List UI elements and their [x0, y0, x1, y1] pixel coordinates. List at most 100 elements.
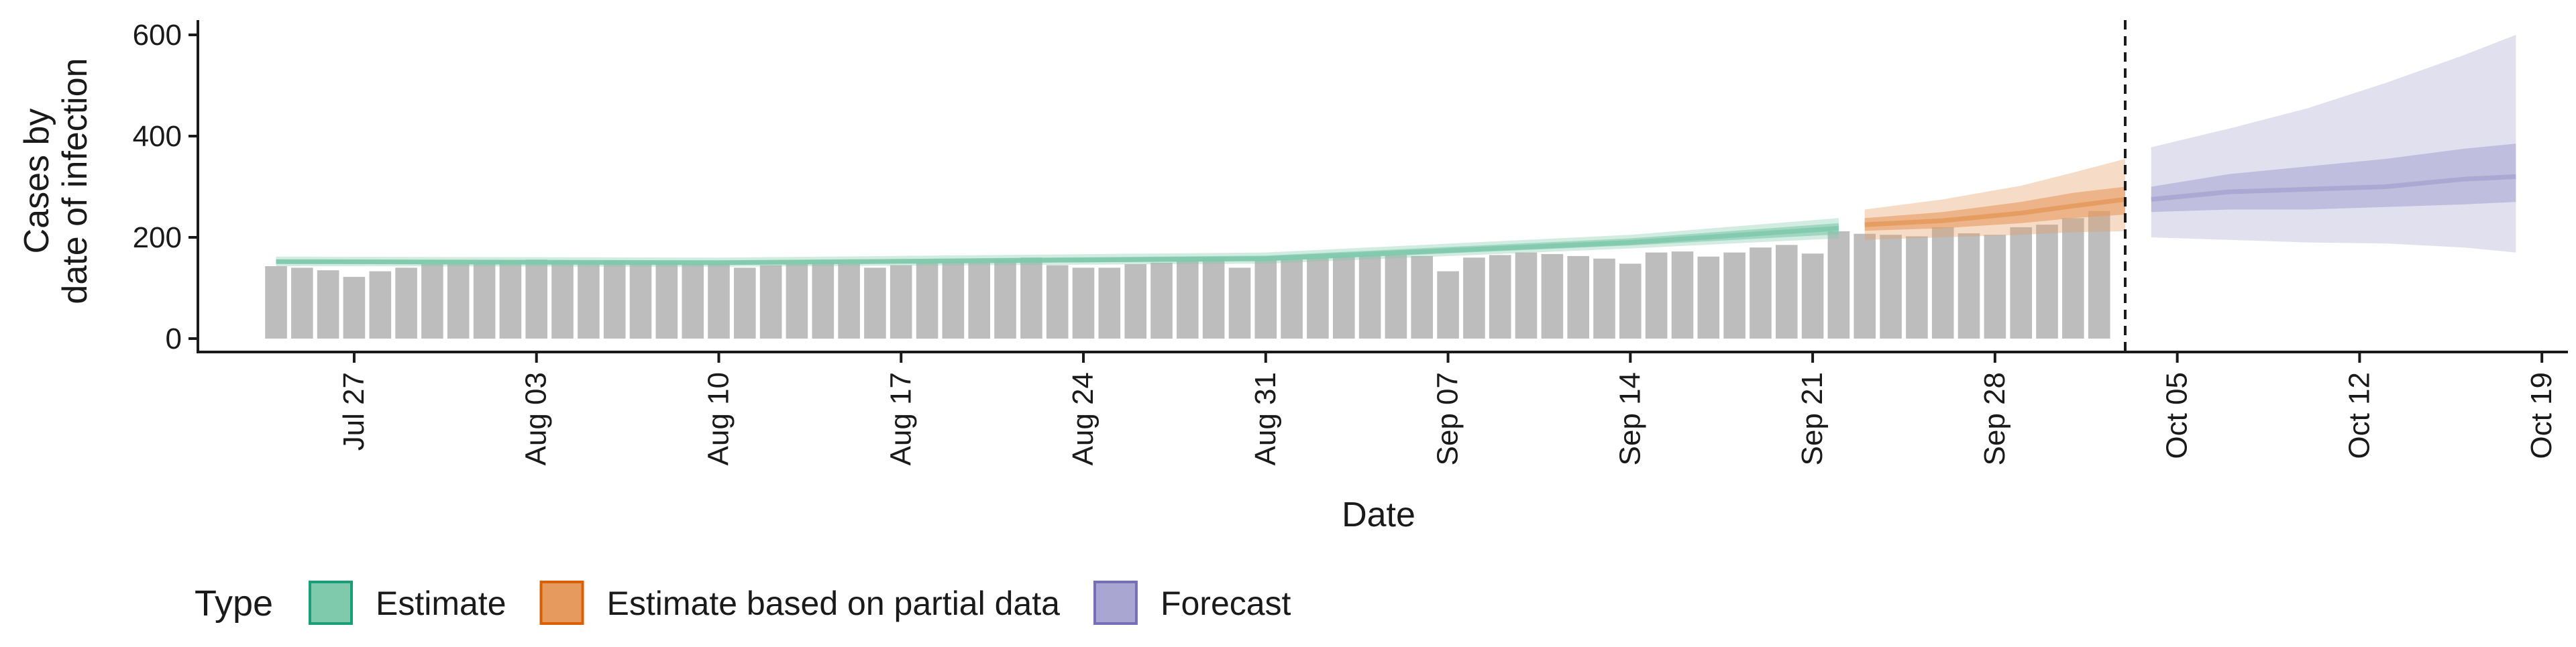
- x-tick-label-7: Sep 14: [1613, 372, 1646, 465]
- legend: Type Estimate Estimate based on partial da…: [195, 581, 1291, 625]
- bar-58: [1776, 245, 1798, 339]
- x-axis-label: Date: [1342, 495, 1415, 534]
- legend-label-1: Estimate based on partial data: [607, 585, 1061, 622]
- bar-36: [1202, 257, 1225, 339]
- bar-56: [1723, 252, 1746, 339]
- estimate-ribbons: [276, 35, 2516, 267]
- y-tick-label-3: 600: [133, 19, 182, 52]
- bar-5: [395, 268, 417, 339]
- bar-19: [759, 265, 782, 339]
- median-line-2: [2151, 174, 2516, 202]
- bar-38: [1254, 260, 1277, 339]
- bar-64: [1931, 227, 1954, 339]
- bar-28: [994, 260, 1016, 339]
- bar-44: [1411, 255, 1433, 339]
- bar-22: [838, 263, 860, 339]
- y-axis-label-line-1: date of infection: [56, 58, 95, 304]
- bar-4: [369, 271, 392, 339]
- bar-1: [291, 268, 313, 339]
- x-tick-label-11: Oct 12: [2343, 372, 2375, 459]
- bar-67: [2010, 227, 2032, 339]
- bar-0: [265, 266, 287, 339]
- legend-swatch-2: [1093, 581, 1138, 625]
- y-tick-label-1: 200: [133, 221, 182, 254]
- x-tick-label-12: Oct 19: [2525, 372, 2558, 459]
- bar-18: [734, 268, 756, 339]
- bar-12: [578, 261, 600, 339]
- bar-21: [812, 262, 835, 339]
- bar-15: [655, 262, 678, 339]
- bar-59: [1801, 253, 1824, 339]
- bar-3: [343, 276, 366, 339]
- bar-54: [1671, 251, 1694, 339]
- bar-63: [1906, 236, 1928, 339]
- bar-40: [1307, 258, 1329, 339]
- bar-29: [1020, 257, 1042, 339]
- bar-16: [682, 264, 704, 339]
- median-line-1: [1864, 196, 2126, 227]
- bar-60: [1827, 231, 1850, 339]
- bar-24: [890, 265, 912, 339]
- bar-33: [1124, 264, 1146, 339]
- bar-11: [551, 260, 574, 339]
- bar-53: [1645, 252, 1668, 339]
- y-axis-label-line-0: Cases by: [17, 109, 56, 254]
- x-tick-label-1: Aug 03: [520, 372, 553, 465]
- legend-label-2: Forecast: [1161, 585, 1291, 622]
- bar-47: [1489, 255, 1511, 339]
- x-tick-label-8: Sep 21: [1796, 372, 1829, 465]
- x-tick-label-5: Aug 31: [1249, 372, 1282, 465]
- legend-label-0: Estimate: [376, 585, 506, 622]
- bar-14: [629, 262, 652, 339]
- y-tick-label-2: 400: [133, 120, 182, 153]
- observed-bars: [265, 211, 2110, 339]
- bar-41: [1333, 256, 1355, 339]
- bar-23: [864, 268, 886, 339]
- bar-30: [1046, 265, 1069, 339]
- bar-65: [1957, 233, 1980, 339]
- bar-52: [1619, 263, 1642, 339]
- legend-swatch-1: [539, 581, 584, 625]
- bar-55: [1697, 256, 1720, 339]
- bar-39: [1281, 259, 1303, 339]
- bar-20: [786, 264, 808, 339]
- y-axis-label: Cases by date of infection: [17, 58, 95, 304]
- bar-69: [2062, 218, 2084, 339]
- x-tick-label-3: Aug 17: [884, 372, 917, 465]
- bar-48: [1515, 252, 1538, 339]
- bar-6: [421, 264, 443, 339]
- bar-57: [1750, 247, 1772, 339]
- bar-31: [1072, 268, 1095, 339]
- bar-66: [1984, 235, 2006, 339]
- x-tick-label-4: Aug 24: [1067, 372, 1099, 465]
- median-line-0: [276, 225, 1839, 266]
- bar-46: [1463, 257, 1485, 339]
- x-tick-label-10: Oct 05: [2161, 372, 2194, 459]
- bar-2: [317, 270, 339, 339]
- axes: 0 200 400 600 Jul 27 Aug 03 Aug 10 Aug 17 Aug 24…: [133, 19, 2568, 465]
- bar-68: [2036, 225, 2058, 339]
- bar-35: [1177, 260, 1199, 339]
- ribbon-outer-0: [276, 218, 1839, 267]
- bar-32: [1098, 268, 1121, 339]
- ribbon-inner-2: [2151, 143, 2516, 213]
- bar-42: [1358, 255, 1381, 339]
- legend-title: Type: [195, 583, 273, 624]
- bar-10: [525, 259, 547, 339]
- bar-9: [499, 260, 522, 339]
- bar-50: [1567, 255, 1589, 339]
- bar-70: [2088, 211, 2110, 339]
- bar-8: [473, 262, 496, 339]
- ribbon-outer-2: [2151, 35, 2516, 253]
- bar-49: [1541, 253, 1564, 339]
- x-tick-label-9: Sep 28: [1978, 372, 2011, 465]
- bar-51: [1593, 258, 1615, 339]
- bar-25: [916, 262, 938, 339]
- bar-27: [968, 262, 990, 339]
- bar-61: [1854, 233, 1876, 339]
- legend-swatch-0: [309, 581, 353, 625]
- bar-37: [1228, 268, 1251, 339]
- bar-17: [708, 263, 730, 339]
